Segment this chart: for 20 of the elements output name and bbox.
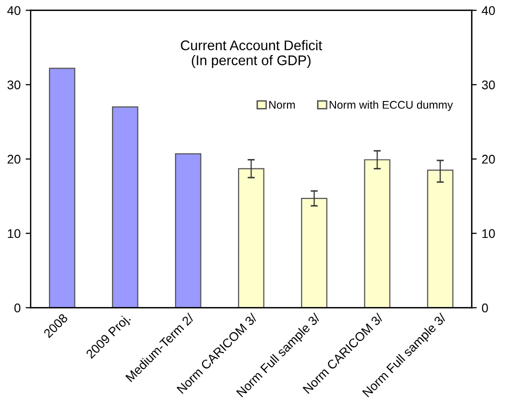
y2-tick-label: 30: [482, 80, 495, 90]
bar: [48, 68, 76, 308]
y-tick-label: 10: [8, 229, 20, 238]
bar: [301, 198, 328, 308]
y2-tick-label: 40: [482, 6, 495, 15]
legend-label: Norm: [269, 101, 295, 109]
y-tick-label: 30: [7, 80, 20, 90]
y2-tick-label: 10: [482, 229, 495, 238]
bar: [364, 159, 390, 308]
y-tick-label: 40: [7, 6, 20, 15]
y-tick-label: 0: [14, 303, 20, 312]
text: Current Account Deficit (In percent of GDP): [180, 40, 322, 68]
legend-label: Norm with ECCU dummy: [330, 100, 453, 111]
bar: [112, 106, 138, 308]
bar: [174, 153, 202, 308]
y2-tick-label: 20: [482, 154, 495, 164]
y2-tick-label: 0: [482, 303, 488, 312]
bar: [238, 168, 264, 308]
bar: [427, 170, 454, 308]
y-tick-label: 20: [8, 154, 20, 164]
